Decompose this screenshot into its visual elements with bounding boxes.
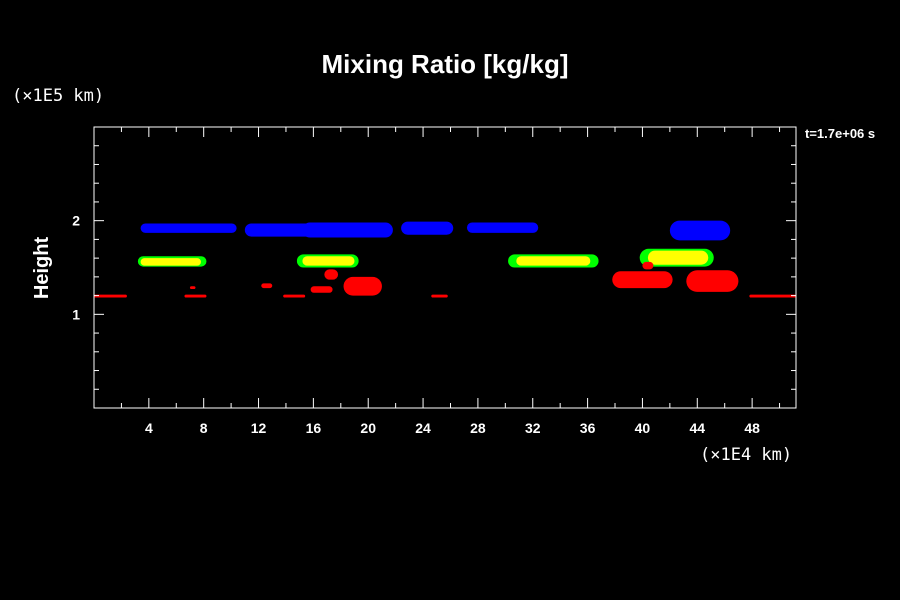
x-tick-label: 32: [525, 420, 541, 436]
region-red-23: [612, 271, 673, 289]
y-axis-ticks: 12: [72, 213, 80, 323]
time-stamp-label: t=1.7e+06 s: [805, 126, 875, 141]
x-tick-label: 40: [635, 420, 651, 436]
region-yellow-9: [302, 256, 355, 266]
chart-title: Mixing Ratio [kg/kg]: [322, 49, 569, 79]
x-tick-label: 36: [580, 420, 596, 436]
x-tick-label: 8: [200, 420, 208, 436]
region-yellow-11: [516, 256, 591, 266]
region-blue-4: [466, 222, 539, 233]
y-axis-label: Height: [31, 237, 53, 300]
region-yellow-13: [647, 250, 709, 265]
region-blue-3: [401, 221, 454, 235]
y-tick-label: 1: [72, 306, 80, 322]
x-axis-ticks: 4 8 12 16 20 24 28 32 36 40 44 48: [145, 420, 760, 436]
plot-frame: [93, 126, 797, 409]
region-red-22: [431, 294, 448, 298]
x-tick-label: 48: [744, 420, 760, 436]
x-axis-unit: (×1E4 km): [700, 445, 792, 465]
region-red-17: [261, 283, 273, 289]
region-red-19: [310, 286, 333, 293]
region-blue-5: [669, 220, 731, 241]
x-tick-label: 4: [145, 420, 153, 436]
region-red-26: [749, 294, 796, 298]
region-red-25: [686, 270, 739, 292]
region-red-18: [283, 294, 306, 298]
x-tick-label: 28: [470, 420, 486, 436]
x-tick-label: 20: [360, 420, 376, 436]
x-tick-label: 24: [415, 420, 431, 436]
region-red-20: [324, 269, 339, 280]
region-red-21: [343, 276, 382, 296]
region-blue-2: [302, 222, 393, 238]
x-tick-label: 44: [689, 420, 705, 436]
region-red-15: [184, 294, 207, 298]
region-red-24: [642, 261, 654, 270]
x-tick-label: 16: [306, 420, 322, 436]
region-yellow-7: [140, 258, 201, 266]
y-tick-label: 2: [72, 213, 80, 229]
region-blue-0: [140, 223, 237, 233]
region-red-16: [189, 286, 196, 290]
data-regions: [94, 220, 796, 298]
x-tick-label: 12: [251, 420, 267, 436]
region-red-14: [94, 294, 127, 298]
minor-ticks: [94, 127, 796, 408]
y-axis-unit: (×1E5 km): [12, 86, 104, 106]
